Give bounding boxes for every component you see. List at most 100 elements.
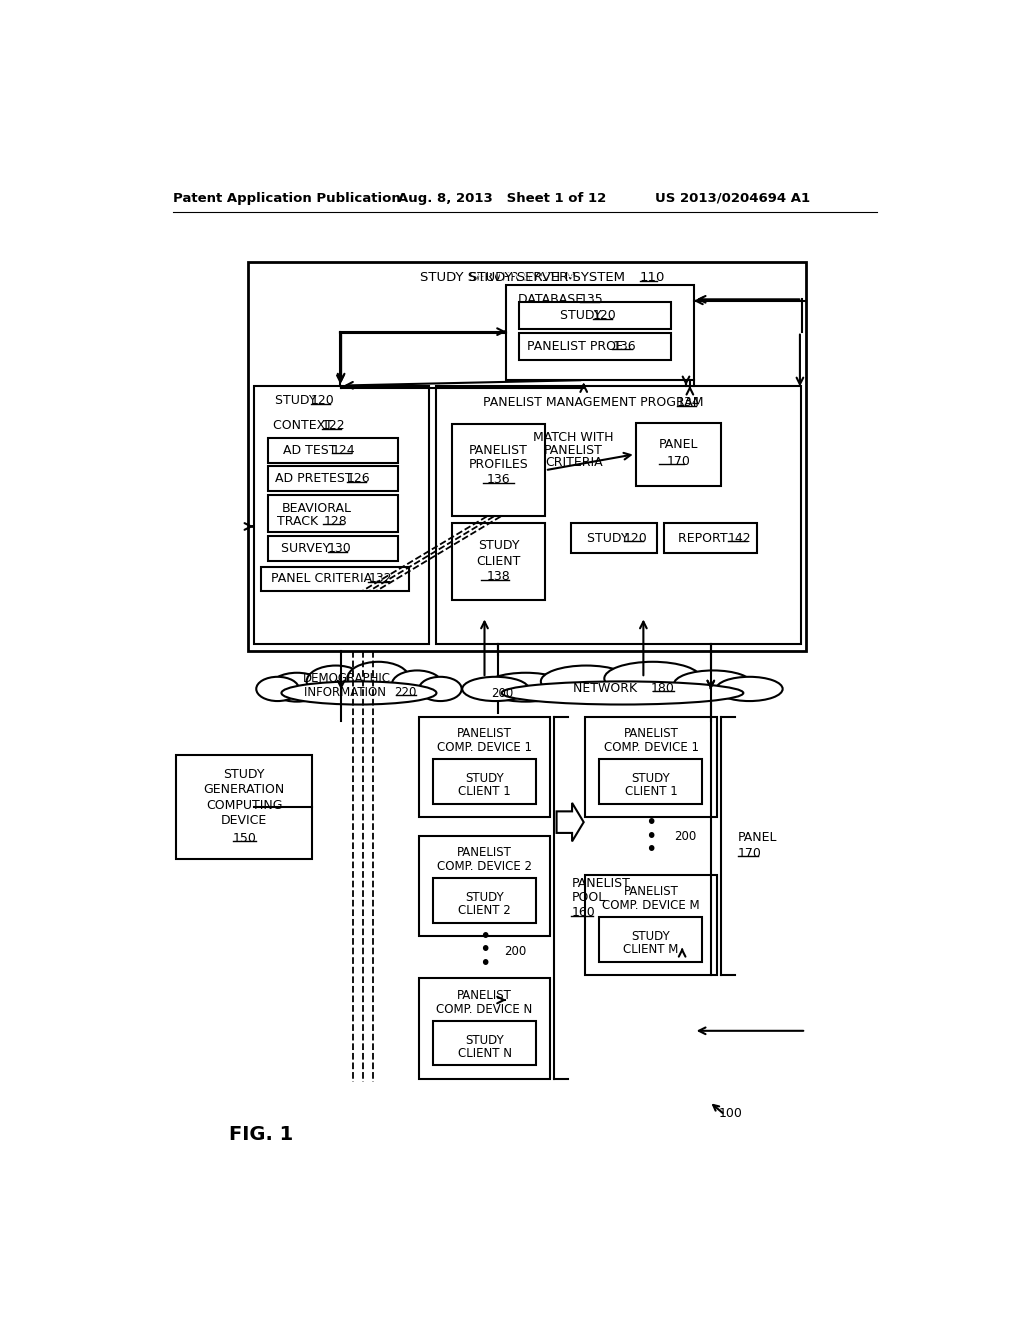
Text: STUDY: STUDY xyxy=(223,768,265,781)
Ellipse shape xyxy=(462,677,528,701)
Text: 126: 126 xyxy=(346,473,370,486)
Ellipse shape xyxy=(604,661,701,696)
Text: STUDY: STUDY xyxy=(478,539,519,552)
Text: COMP. DEVICE M: COMP. DEVICE M xyxy=(602,899,700,912)
Text: CRITERIA: CRITERIA xyxy=(545,455,602,469)
Bar xyxy=(267,495,397,532)
Text: STUDY SERVER SYSTEM: STUDY SERVER SYSTEM xyxy=(420,271,581,284)
Text: •: • xyxy=(645,841,656,859)
Text: CLIENT M: CLIENT M xyxy=(624,942,679,956)
Text: CLIENT 1: CLIENT 1 xyxy=(458,785,511,797)
Text: 160: 160 xyxy=(571,907,595,920)
Text: 120: 120 xyxy=(311,395,335,408)
Text: 200: 200 xyxy=(504,945,526,958)
Text: •: • xyxy=(645,826,656,846)
Bar xyxy=(267,466,397,491)
Text: STUDY SERVER SYSTEM: STUDY SERVER SYSTEM xyxy=(476,271,636,284)
Text: 180: 180 xyxy=(651,681,675,694)
Text: 110: 110 xyxy=(640,271,665,284)
Bar xyxy=(267,438,397,462)
Bar xyxy=(254,385,429,644)
Text: REPORT: REPORT xyxy=(678,532,732,545)
Text: COMP. DEVICE 1: COMP. DEVICE 1 xyxy=(437,741,532,754)
Text: PANEL: PANEL xyxy=(738,832,777,845)
Text: SURVEY: SURVEY xyxy=(282,543,335,556)
Bar xyxy=(432,878,536,923)
Ellipse shape xyxy=(392,671,442,698)
Text: DATABASE: DATABASE xyxy=(518,293,587,306)
Text: PANELIST PROF.: PANELIST PROF. xyxy=(527,339,630,352)
Bar xyxy=(248,263,806,651)
Text: PANELIST: PANELIST xyxy=(571,878,630,890)
Text: CLIENT N: CLIENT N xyxy=(458,1047,512,1060)
Bar xyxy=(419,978,550,1078)
Bar xyxy=(419,717,550,817)
Text: •: • xyxy=(479,940,490,960)
Text: PANELIST: PANELIST xyxy=(624,727,679,741)
Text: STUDY: STUDY xyxy=(632,772,671,785)
Text: COMP. DEVICE 2: COMP. DEVICE 2 xyxy=(437,861,532,874)
Text: PANELIST MANAGEMENT PROGRAM: PANELIST MANAGEMENT PROGRAM xyxy=(483,396,708,409)
Ellipse shape xyxy=(282,681,436,705)
Text: US 2013/0204694 A1: US 2013/0204694 A1 xyxy=(655,191,810,205)
Ellipse shape xyxy=(256,677,299,701)
Text: FIG. 1: FIG. 1 xyxy=(228,1125,293,1144)
Text: 220: 220 xyxy=(394,685,417,698)
Text: 200: 200 xyxy=(675,829,696,842)
Text: PANELIST: PANELIST xyxy=(544,444,603,457)
Text: STUDY SERVER SYSTEM: STUDY SERVER SYSTEM xyxy=(469,271,630,284)
Text: Aug. 8, 2013   Sheet 1 of 12: Aug. 8, 2013 Sheet 1 of 12 xyxy=(397,191,606,205)
Text: AD PRETEST: AD PRETEST xyxy=(275,473,357,486)
Text: 120: 120 xyxy=(624,532,648,545)
Bar xyxy=(519,333,671,360)
Ellipse shape xyxy=(541,665,632,697)
Bar xyxy=(665,523,758,553)
Text: DEVICE: DEVICE xyxy=(221,814,267,828)
Text: GENERATION: GENERATION xyxy=(204,783,285,796)
Text: 132: 132 xyxy=(369,573,392,585)
Ellipse shape xyxy=(306,665,365,697)
Ellipse shape xyxy=(674,671,753,698)
Ellipse shape xyxy=(483,673,568,702)
Text: COMPUTING: COMPUTING xyxy=(206,799,283,812)
Bar xyxy=(452,523,545,599)
Text: CLIENT 2: CLIENT 2 xyxy=(458,904,511,917)
Text: •: • xyxy=(479,927,490,945)
Bar xyxy=(419,836,550,936)
Bar xyxy=(432,1020,536,1065)
Text: 170: 170 xyxy=(738,847,762,859)
Bar xyxy=(506,285,693,380)
Text: •: • xyxy=(645,813,656,832)
Text: 134: 134 xyxy=(677,396,700,409)
Bar xyxy=(432,759,536,804)
Text: PANEL CRITERIA: PANEL CRITERIA xyxy=(270,573,376,585)
Bar xyxy=(261,566,409,591)
Text: PANELIST: PANELIST xyxy=(624,884,679,898)
Text: 124: 124 xyxy=(332,444,355,457)
Bar xyxy=(586,874,717,974)
Text: PANEL: PANEL xyxy=(658,437,698,450)
Text: •: • xyxy=(479,954,490,973)
Bar xyxy=(571,523,656,553)
Text: PANELIST: PANELIST xyxy=(457,846,512,859)
Text: CONTEXT: CONTEXT xyxy=(273,418,337,432)
Text: 122: 122 xyxy=(322,418,345,432)
Text: DEMOGRAPHIC: DEMOGRAPHIC xyxy=(303,672,391,685)
Text: CLIENT: CLIENT xyxy=(476,554,520,568)
Bar xyxy=(599,759,702,804)
Text: STUDY: STUDY xyxy=(632,929,671,942)
Bar xyxy=(636,422,721,486)
Text: POOL: POOL xyxy=(571,891,605,904)
Text: STUDY: STUDY xyxy=(275,395,321,408)
Text: PANELIST: PANELIST xyxy=(469,445,528,458)
Ellipse shape xyxy=(419,677,462,701)
Text: 130: 130 xyxy=(328,543,351,556)
Text: INFORMATION: INFORMATION xyxy=(304,685,390,698)
Text: STUDY: STUDY xyxy=(465,772,504,785)
Text: 136: 136 xyxy=(612,339,636,352)
Text: TRACK: TRACK xyxy=(276,515,322,528)
Text: AD TEST: AD TEST xyxy=(283,444,341,457)
Text: MATCH WITH: MATCH WITH xyxy=(534,432,613,445)
Bar xyxy=(436,385,801,644)
Bar xyxy=(599,917,702,961)
